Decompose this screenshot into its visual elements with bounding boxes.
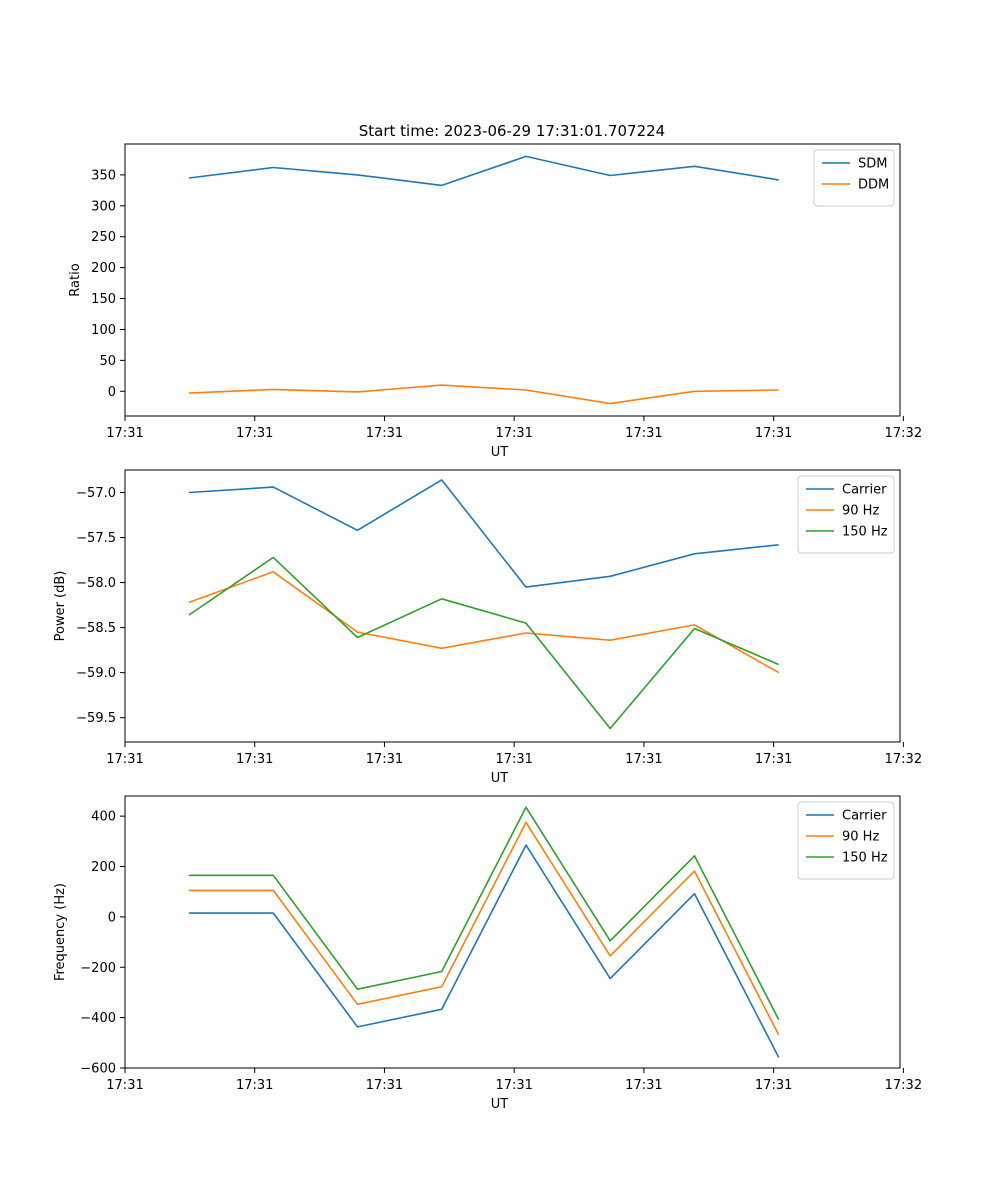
power-panel: 17:31 17:31 17:31 17:31 17:31 17:31 17:32 −59.5… <box>53 469 922 786</box>
x-tick-label: 17:32 <box>885 1078 922 1093</box>
y-tick-label: 0 <box>108 385 116 400</box>
x-tick-label: 17:31 <box>495 426 532 441</box>
series-line <box>188 570 780 674</box>
x-tick-label: 17:31 <box>625 1078 662 1093</box>
axes-frame <box>124 795 901 1069</box>
x-tick-label: 17:31 <box>106 1078 143 1093</box>
series-line <box>189 821 780 1036</box>
y-tick-label: −58.5 <box>76 621 116 636</box>
x-axis-label: UT <box>491 445 509 460</box>
legend-box <box>813 149 895 207</box>
y-tick-label: −59.0 <box>76 666 116 681</box>
y-tick-label: −59.5 <box>76 711 116 726</box>
x-tick-label: 17:31 <box>366 426 403 441</box>
legend-label: 150 Hz <box>842 851 888 866</box>
legend-label: 150 Hz <box>842 525 888 540</box>
x-tick-label: 17:32 <box>885 426 922 441</box>
y-tick-label: 150 <box>91 292 116 307</box>
y-tick-label: 0 <box>108 910 116 925</box>
legend-box <box>797 475 895 554</box>
x-tick-label: 17:31 <box>625 752 662 767</box>
legend-label: 90 Hz <box>842 504 879 519</box>
x-tick-label: 17:31 <box>755 1078 792 1093</box>
axes-frame <box>124 143 901 417</box>
series-line <box>188 155 779 187</box>
x-tick-label: 17:32 <box>885 752 922 767</box>
ratio-panel: 17:31 17:31 17:31 17:31 17:31 17:31 17:32 0 50 10… <box>68 143 922 460</box>
x-tick-label: 17:31 <box>755 752 792 767</box>
x-tick-label: 17:31 <box>236 426 273 441</box>
y-tick-label: 200 <box>91 261 116 276</box>
axes-frame <box>124 469 901 743</box>
series-line <box>188 479 779 588</box>
legend-label: 90 Hz <box>842 830 879 845</box>
y-tick-label: −58.0 <box>76 576 116 591</box>
x-tick-label: 17:31 <box>106 752 143 767</box>
y-tick-label: −600 <box>80 1062 116 1077</box>
x-axis-label: UT <box>491 771 509 786</box>
y-tick-label: −57.0 <box>76 486 116 501</box>
series-line <box>189 844 780 1058</box>
y-tick-label: 200 <box>91 860 116 875</box>
y-tick-label: 50 <box>99 354 116 369</box>
frequency-panel: 17:31 17:31 17:31 17:31 17:31 17:31 17:32 −600 −… <box>53 795 922 1112</box>
y-tick-label: 250 <box>91 230 116 245</box>
series-line <box>189 806 780 1020</box>
x-tick-label: 17:31 <box>366 1078 403 1093</box>
series-line <box>188 384 779 405</box>
figure-title: Start time: 2023-06-29 17:31:01.707224 <box>359 122 665 140</box>
x-axis-label: UT <box>491 1097 509 1112</box>
y-axis-label: Frequency (Hz) <box>53 883 68 981</box>
x-tick-label: 17:31 <box>495 752 532 767</box>
y-tick-label: 350 <box>91 168 116 183</box>
x-tick-label: 17:31 <box>755 426 792 441</box>
x-tick-label: 17:31 <box>236 1078 273 1093</box>
y-tick-label: −57.5 <box>76 531 116 546</box>
y-axis-label: Ratio <box>68 263 83 296</box>
y-tick-label: 100 <box>91 323 116 338</box>
y-tick-label: 300 <box>91 199 116 214</box>
x-tick-label: 17:31 <box>495 1078 532 1093</box>
series-line <box>188 556 780 730</box>
y-axis-label: Power (dB) <box>53 571 68 642</box>
legend-label: Carrier <box>842 809 887 824</box>
legend-label: Carrier <box>842 483 887 498</box>
legend-label: SDM <box>858 157 887 172</box>
x-tick-label: 17:31 <box>625 426 662 441</box>
y-tick-label: −200 <box>80 961 116 976</box>
y-tick-label: −400 <box>80 1011 116 1026</box>
legend-label: DDM <box>858 178 889 193</box>
x-tick-label: 17:31 <box>106 426 143 441</box>
y-tick-label: 400 <box>91 810 116 825</box>
legend-box <box>797 801 895 880</box>
x-tick-label: 17:31 <box>366 752 403 767</box>
x-tick-label: 17:31 <box>236 752 273 767</box>
